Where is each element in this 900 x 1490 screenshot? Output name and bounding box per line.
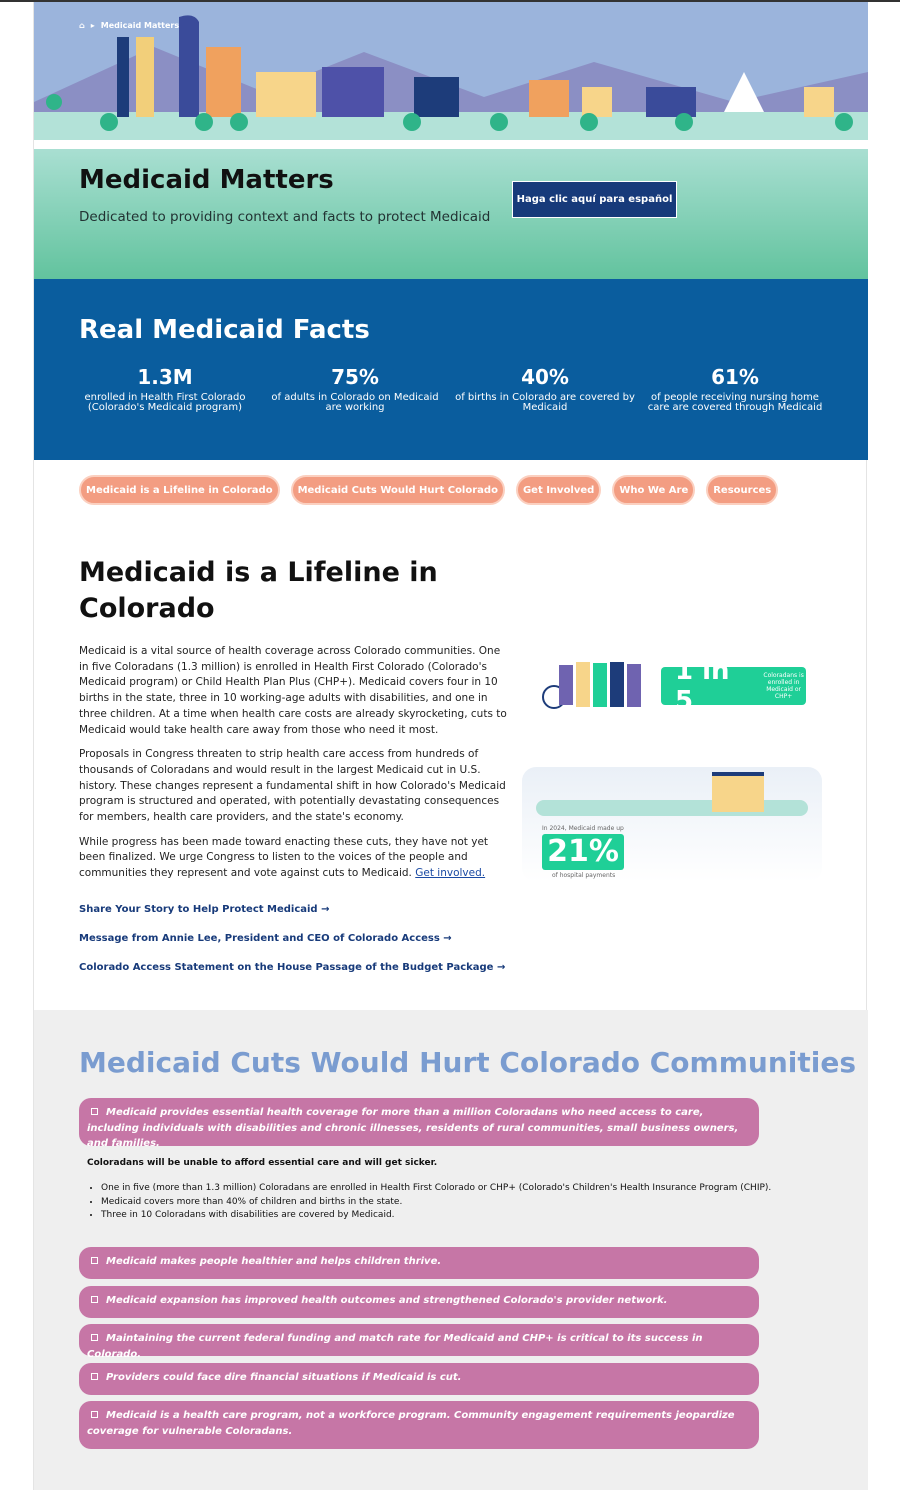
fact-item: 75% of adults in Colorado on Medicaid are… <box>265 365 445 413</box>
panel-heading: Coloradans will be unable to afford esse… <box>87 1158 438 1168</box>
page-title: Medicaid Matters <box>79 165 334 195</box>
paragraph: While progress has been made toward enac… <box>79 835 507 882</box>
expand-icon <box>91 1373 98 1380</box>
fact-item: 40% of births in Colorado are covered by … <box>455 365 635 413</box>
nav-pill-get-involved[interactable]: Get Involved <box>515 475 602 505</box>
cuts-title: Medicaid Cuts Would Hurt Colorado Commun… <box>79 1046 856 1079</box>
breadcrumb-current: Medicaid Matters <box>100 21 180 30</box>
accordion-label: Providers could face dire financial situ… <box>106 1372 462 1383</box>
header-band: Medicaid Matters Dedicated to providing … <box>34 149 868 279</box>
get-involved-link[interactable]: Get involved. <box>415 867 486 880</box>
nav-pill-resources[interactable]: Resources <box>706 475 779 505</box>
accordion-label: Maintaining the current federal funding … <box>87 1333 703 1360</box>
accordion-item-providers[interactable]: Providers could face dire financial situ… <box>79 1363 759 1395</box>
chevron-right-icon: ▸ <box>90 21 95 30</box>
spanish-button[interactable]: Haga clic aquí para español <box>512 181 677 218</box>
one-in-five-value: 1 in 5 <box>675 656 730 716</box>
hospital-top-label: In 2024, Medicaid made up <box>542 825 624 832</box>
home-icon[interactable]: ⌂ <box>79 21 85 30</box>
hero-skyline-illustration: ⌂ ▸ Medicaid Matters <box>34 2 868 149</box>
fact-label: of births in Colorado are covered by Med… <box>455 392 635 413</box>
fact-item: 1.3M enrolled in Health First Colorado (C… <box>75 365 255 413</box>
panel-bullet: Medicaid covers more than 40% of childre… <box>101 1196 777 1210</box>
page: ⌂ ▸ Medicaid Matters Medicaid Matters De… <box>33 2 868 1490</box>
expand-icon <box>91 1411 98 1418</box>
lifeline-title: Medicaid is a Lifeline in Colorado <box>79 557 438 624</box>
fact-label: of adults in Colorado on Medicaid are wo… <box>271 392 439 413</box>
accordion-item-healthier[interactable]: Medicaid makes people healthier and help… <box>79 1247 759 1279</box>
accordion-label: Medicaid provides essential health cover… <box>87 1107 739 1149</box>
expand-icon <box>91 1334 98 1341</box>
fact-item: 61% of people receiving nursing home care… <box>645 365 825 413</box>
accordion-panel: Coloradans will be unable to afford esse… <box>87 1158 777 1223</box>
section-nav: Medicaid is a Lifeline in Colorado Medic… <box>79 475 779 505</box>
fact-value: 40% <box>521 365 569 389</box>
fact-label: enrolled in Health First Colorado (Color… <box>84 392 246 413</box>
breadcrumb: ⌂ ▸ Medicaid Matters <box>79 21 179 30</box>
paragraph: Medicaid is a vital source of health cov… <box>79 645 507 736</box>
one-in-five-infographic: 1 in 5 Coloradans is enrolled in Medicai… <box>534 647 809 717</box>
one-in-five-badge: 1 in 5 Coloradans is enrolled in Medicai… <box>661 656 806 716</box>
panel-bullet: Three in 10 Coloradans with disabilities… <box>101 1209 777 1223</box>
paragraph: Proposals in Congress threaten to strip … <box>79 748 506 824</box>
fact-value: 1.3M <box>137 365 193 389</box>
accordion-item-expansion[interactable]: Medicaid expansion has improved health o… <box>79 1286 759 1318</box>
accordion-label: Medicaid makes people healthier and help… <box>106 1256 442 1267</box>
lifeline-body: Medicaid is a vital source of health cov… <box>79 644 507 891</box>
hospital-bottom-label: of hospital payments <box>552 872 616 879</box>
paragraph-text: While progress has been made toward enac… <box>79 835 489 880</box>
hospital-infographic: In 2024, Medicaid made up 21% of hospita… <box>522 767 822 882</box>
skyline-illustration <box>34 15 868 149</box>
people-illustration <box>542 662 641 709</box>
accordion-label: Medicaid expansion has improved health o… <box>106 1295 668 1306</box>
cuts-section: Medicaid Cuts Would Hurt Colorado Commun… <box>34 1010 868 1490</box>
collapse-icon <box>91 1108 98 1115</box>
nav-pill-lifeline[interactable]: Medicaid is a Lifeline in Colorado <box>79 475 280 505</box>
nav-pill-who-we-are[interactable]: Who We Are <box>612 475 696 505</box>
accordion-item-coverage[interactable]: Medicaid provides essential health cover… <box>79 1098 759 1149</box>
statement-link[interactable]: Colorado Access Statement on the House P… <box>79 962 506 973</box>
expand-icon <box>91 1296 98 1303</box>
accordion-item-workforce[interactable]: Medicaid is a health care program, not a… <box>79 1401 759 1449</box>
ceo-message-link[interactable]: Message from Annie Lee, President and CE… <box>79 933 452 944</box>
facts-title: Real Medicaid Facts <box>79 315 370 345</box>
expand-icon <box>91 1257 98 1264</box>
hospital-icon <box>712 772 764 812</box>
facts-section: Real Medicaid Facts 1.3M enrolled in Heal… <box>34 279 868 460</box>
fact-label: of people receiving nursing home care ar… <box>647 392 823 413</box>
share-story-link[interactable]: Share Your Story to Help Protect Medicai… <box>79 904 330 915</box>
accordion-item-funding[interactable]: Maintaining the current federal funding … <box>79 1324 759 1360</box>
panel-bullet: One in five (more than 1.3 million) Colo… <box>101 1182 777 1196</box>
fact-value: 61% <box>711 365 759 389</box>
nav-pill-cuts[interactable]: Medicaid Cuts Would Hurt Colorado <box>290 475 505 505</box>
page-subtitle: Dedicated to providing context and facts… <box>79 209 491 225</box>
hospital-percent: 21% <box>542 834 624 870</box>
fact-value: 75% <box>331 365 379 389</box>
one-in-five-label: Coloradans is enrolled in Medicaid or CH… <box>763 672 804 700</box>
accordion-label: Medicaid is a health care program, not a… <box>87 1410 735 1437</box>
